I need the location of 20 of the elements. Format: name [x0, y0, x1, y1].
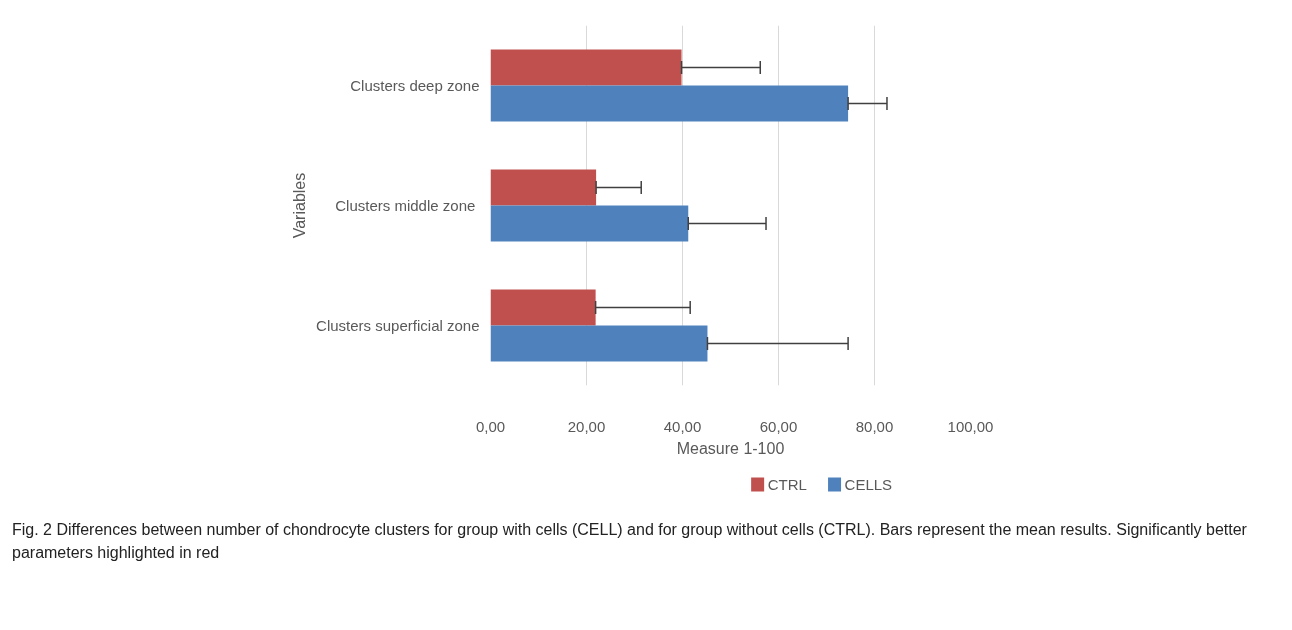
y-tick-label: Clusters deep zone	[350, 77, 480, 94]
bar	[490, 205, 689, 242]
bar	[490, 49, 682, 86]
bar	[490, 169, 597, 206]
y-tick-label: Clusters middle zone	[335, 197, 476, 214]
x-tick-label: 100,00	[947, 417, 994, 435]
x-axis-title: Measure 1-100	[676, 439, 785, 457]
x-tick-label: 20,00	[567, 417, 606, 435]
bar	[490, 289, 596, 326]
y-axis-title: Variables	[291, 172, 309, 239]
legend-label: CELLS	[844, 476, 893, 493]
x-tick-label: 40,00	[663, 417, 702, 435]
bar	[490, 325, 708, 362]
legend-label: CTRL	[767, 476, 807, 493]
x-tick-label: 60,00	[759, 417, 798, 435]
x-tick-label: 0,00	[475, 417, 506, 435]
bar	[490, 85, 849, 122]
y-tick-label: Clusters superficial zone	[316, 317, 480, 334]
x-tick-label: 80,00	[855, 417, 894, 435]
caption: Fig. 2 Differences between number of chondrocyte clusters for group with cells (CELL) and for group without cells (CTRL). Bars represent the mean results. Significantly better parameters highlighted in red	[12, 520, 1248, 563]
